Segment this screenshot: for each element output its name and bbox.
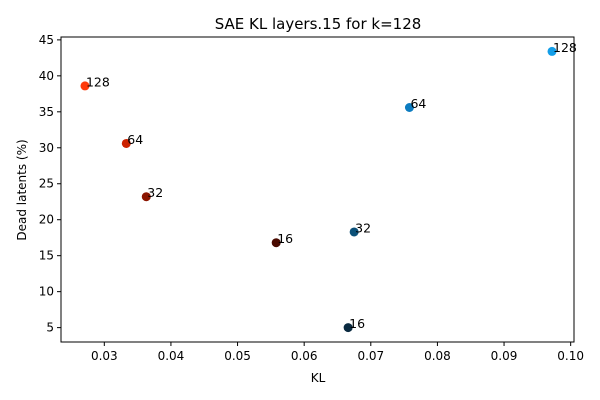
y-tick-label: 30: [39, 141, 54, 155]
data-point: [80, 81, 90, 91]
x-tick-label: 0.04: [158, 349, 185, 363]
x-tick-label: 0.03: [91, 349, 118, 363]
plot-area: 128 64 32 16 16 32 64 128: [80, 40, 577, 333]
y-tick-label: 5: [46, 321, 54, 335]
data-point-label: 32: [355, 220, 371, 235]
data-point: [271, 238, 281, 248]
data-point-label: 64: [410, 96, 426, 111]
x-tick-label: 0.10: [557, 349, 584, 363]
y-tick-label: 15: [39, 249, 54, 263]
y-tick-label: 45: [39, 33, 54, 47]
data-point: [343, 323, 353, 333]
y-axis-label: Dead latents (%): [15, 139, 29, 240]
y-tick-label: 40: [39, 69, 54, 83]
y-tick-label: 35: [39, 105, 54, 119]
axes-frame: [60, 36, 575, 343]
x-axis-label: KL: [311, 371, 326, 385]
x-tick-label: 0.06: [291, 349, 318, 363]
x-tick-label: 0.07: [357, 349, 384, 363]
data-point-label: 128: [553, 40, 577, 55]
data-point-label: 64: [127, 132, 143, 147]
chart-title: SAE KL layers.15 for k=128: [215, 15, 422, 33]
data-point-label: 32: [147, 185, 163, 200]
y-tick-label: 20: [39, 213, 54, 227]
x-tick-label: 0.05: [224, 349, 251, 363]
data-point: [547, 46, 557, 56]
data-point: [121, 138, 131, 148]
y-axis: 5 10 15 20 25 30 35 40 45: [39, 33, 61, 335]
data-point: [349, 227, 359, 237]
data-point-label: 128: [86, 74, 110, 89]
data-point-label: 16: [277, 231, 293, 246]
x-tick-label: 0.08: [424, 349, 451, 363]
data-point: [141, 192, 151, 202]
x-axis: 0.03 0.04 0.05 0.06 0.07 0.08 0.09 0.10: [91, 342, 584, 363]
data-point-label: 16: [349, 316, 365, 331]
y-tick-label: 25: [39, 177, 54, 191]
y-tick-label: 10: [39, 285, 54, 299]
x-tick-label: 0.09: [491, 349, 518, 363]
data-point: [404, 102, 414, 112]
